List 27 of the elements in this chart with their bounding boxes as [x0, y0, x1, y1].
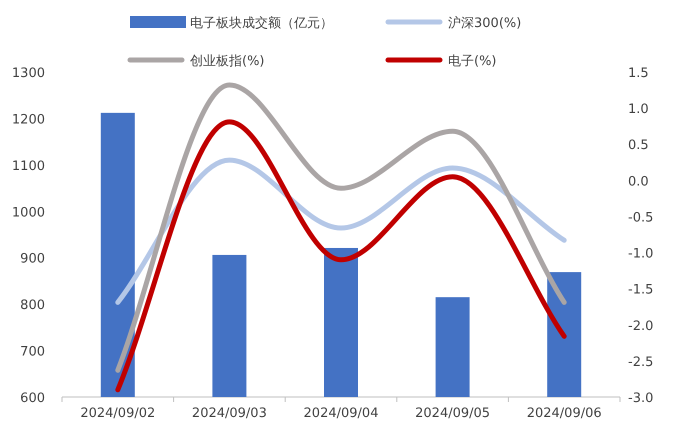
y-tick-label: 1200: [12, 112, 45, 128]
y-tick-label: 1000: [12, 205, 45, 220]
y-tick-label: 1300: [12, 66, 45, 81]
y2-tick-label: 0.0: [628, 174, 649, 190]
y-tick-label: 800: [20, 298, 45, 314]
y2-tick-label: -2.5: [628, 354, 654, 370]
y2-tick-label: -0.5: [628, 210, 654, 226]
x-tick-label: 2024/09/03: [192, 406, 267, 421]
y2-tick-label: -2.0: [628, 318, 654, 334]
y-tick-label: 600: [20, 391, 45, 406]
y2-tick-label: -3.0: [628, 391, 654, 406]
legend-label: 电子板块成交额（亿元）: [190, 15, 333, 31]
y2-tick-label: 0.5: [628, 138, 649, 154]
y2-tick-label: -1.0: [628, 246, 654, 262]
y-tick-label: 700: [20, 344, 45, 360]
y2-tick-label: 1.0: [628, 102, 649, 118]
x-tick-label: 2024/09/05: [415, 406, 490, 421]
x-tick-label: 2024/09/06: [526, 406, 602, 421]
legend-label: 创业板指(%): [190, 54, 264, 69]
y2-tick-label: 1.5: [628, 66, 649, 81]
y-tick-label: 900: [20, 252, 45, 267]
legend-label: 电子(%): [448, 54, 496, 69]
x-tick-label: 2024/09/02: [80, 406, 156, 421]
legend-label: 沪深300(%): [448, 15, 522, 31]
x-tick-label: 2024/09/04: [304, 406, 378, 421]
y2-tick-label: -1.5: [628, 282, 654, 298]
y-tick-label: 1100: [12, 158, 45, 174]
